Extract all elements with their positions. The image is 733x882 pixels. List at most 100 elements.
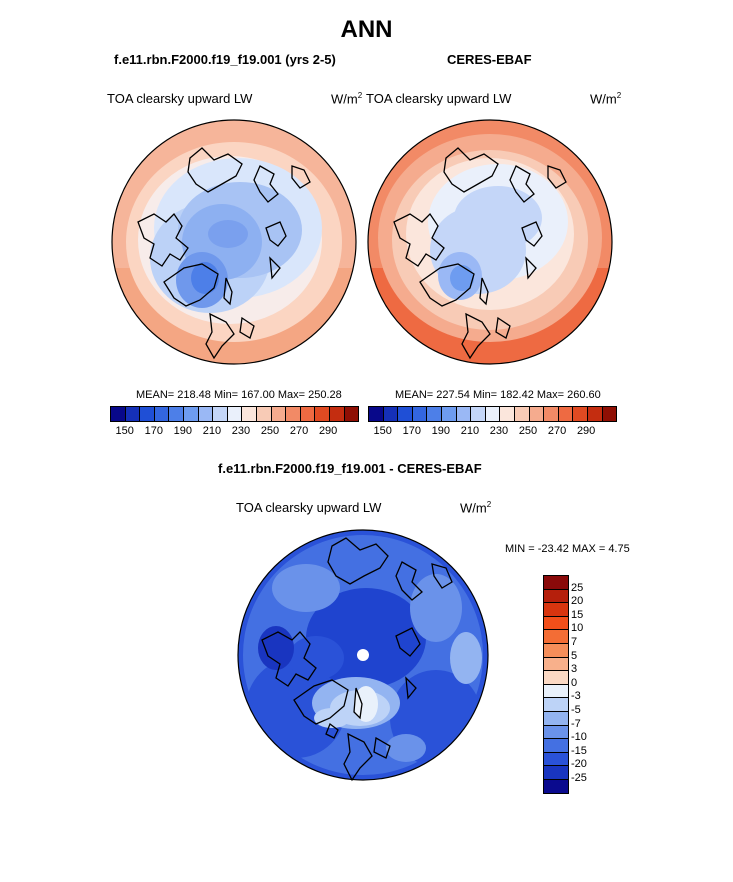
colorbar-tick-label: 290 bbox=[576, 425, 596, 437]
colorbar-swatch bbox=[369, 407, 384, 421]
colorbar-tick-label: -3 bbox=[571, 690, 581, 703]
colorbar-swatch bbox=[256, 407, 272, 421]
diff-colorbar bbox=[543, 575, 569, 794]
colorbar-swatch bbox=[441, 407, 457, 421]
colorbar-swatch bbox=[140, 407, 155, 421]
colorbar-swatch bbox=[329, 407, 345, 421]
colorbar-swatch bbox=[558, 407, 574, 421]
diff-minmax: MIN = -23.42 MAX = 4.75 bbox=[505, 543, 630, 555]
colorbar-tick-label: 250 bbox=[260, 425, 280, 437]
colorbar-swatch bbox=[544, 657, 568, 672]
colorbar-swatch bbox=[154, 407, 170, 421]
colorbar-swatch bbox=[544, 589, 568, 604]
colorbar-tick-label: 150 bbox=[115, 425, 134, 437]
colorbar-tick-label: -5 bbox=[571, 704, 581, 716]
colorbar-swatch bbox=[242, 407, 257, 421]
colorbar-swatch bbox=[602, 407, 617, 421]
colorbar-swatch bbox=[544, 725, 568, 740]
colorbar-tick-label: 190 bbox=[173, 425, 192, 437]
colorbar-swatch bbox=[286, 407, 301, 421]
diff-variable-label: TOA clearsky upward LW bbox=[236, 500, 382, 515]
colorbar-swatch bbox=[500, 407, 515, 421]
colorbar-swatch bbox=[544, 711, 568, 726]
colorbar-swatch bbox=[471, 407, 486, 421]
colorbar-swatch bbox=[412, 407, 428, 421]
colorbar-swatch bbox=[587, 407, 603, 421]
colorbar-tick-label: 290 bbox=[318, 425, 338, 437]
colorbar-tick-label: 250 bbox=[518, 425, 538, 437]
left-stats: MEAN= 218.48 Min= 167.00 Max= 250.28 bbox=[136, 389, 342, 401]
colorbar-tick-label: 210 bbox=[460, 425, 480, 437]
diff-case-title: f.e11.rbn.F2000.f19_f19.001 - CERES-EBAF bbox=[218, 461, 482, 476]
colorbar-tick-label: 270 bbox=[289, 425, 309, 437]
colorbar-swatch bbox=[183, 407, 199, 421]
colorbar-tick-label: 270 bbox=[547, 425, 567, 437]
colorbar-swatch bbox=[544, 698, 568, 712]
colorbar-tick-label: 20 bbox=[571, 595, 584, 608]
colorbar-swatch bbox=[544, 671, 568, 685]
diff-units-label: W/m2 bbox=[460, 500, 492, 516]
colorbar-tick-label: 210 bbox=[202, 425, 222, 437]
colorbar-swatch bbox=[344, 407, 359, 421]
colorbar-tick-label: 3 bbox=[571, 663, 578, 676]
colorbar-swatch bbox=[456, 407, 472, 421]
colorbar-swatch bbox=[544, 779, 568, 793]
colorbar-tick-label: 170 bbox=[144, 425, 163, 437]
left-colorbar bbox=[110, 406, 359, 422]
colorbar-swatch bbox=[514, 407, 530, 421]
colorbar-swatch bbox=[398, 407, 413, 421]
colorbar-tick-label: 15 bbox=[571, 608, 584, 621]
colorbar-swatch bbox=[544, 752, 568, 767]
colorbar-swatch bbox=[544, 643, 568, 658]
right-polar-map bbox=[367, 119, 613, 365]
colorbar-tick-label: 25 bbox=[571, 581, 584, 594]
colorbar-swatch bbox=[125, 407, 141, 421]
colorbar-swatch bbox=[227, 407, 243, 421]
colorbar-swatch bbox=[544, 766, 568, 780]
colorbar-swatch bbox=[383, 407, 399, 421]
colorbar-tick-label: -15 bbox=[571, 744, 587, 757]
left-units-label: W/m2 bbox=[331, 91, 363, 107]
diff-polar-map bbox=[237, 529, 489, 782]
right-units-label: W/m2 bbox=[590, 91, 622, 107]
right-stats: MEAN= 227.54 Min= 182.42 Max= 260.60 bbox=[395, 389, 601, 401]
colorbar-tick-label: -25 bbox=[571, 772, 587, 784]
colorbar-tick-label: -10 bbox=[571, 731, 587, 744]
colorbar-swatch bbox=[198, 407, 214, 421]
colorbar-swatch bbox=[544, 684, 568, 699]
colorbar-swatch bbox=[169, 407, 184, 421]
left-variable-label: TOA clearsky upward LW bbox=[107, 91, 253, 106]
colorbar-tick-label: -20 bbox=[571, 758, 587, 771]
right-case-title: CERES-EBAF bbox=[447, 52, 532, 67]
colorbar-swatch bbox=[315, 407, 330, 421]
colorbar-tick-label: -7 bbox=[571, 717, 581, 730]
colorbar-swatch bbox=[271, 407, 287, 421]
colorbar-tick-label: 0 bbox=[571, 676, 578, 689]
colorbar-swatch bbox=[544, 407, 559, 421]
colorbar-swatch bbox=[573, 407, 588, 421]
colorbar-swatch bbox=[427, 407, 442, 421]
left-polar-map bbox=[111, 119, 357, 365]
colorbar-tick-label: 170 bbox=[402, 425, 421, 437]
left-case-title: f.e11.rbn.F2000.f19_f19.001 (yrs 2-5) bbox=[114, 52, 336, 67]
colorbar-swatch bbox=[544, 739, 568, 753]
colorbar-tick-label: 150 bbox=[373, 425, 392, 437]
colorbar-swatch bbox=[213, 407, 228, 421]
right-colorbar bbox=[368, 406, 617, 422]
right-variable-label: TOA clearsky upward LW bbox=[366, 91, 512, 106]
page-title: ANN bbox=[340, 16, 393, 43]
colorbar-swatch bbox=[544, 630, 568, 644]
colorbar-swatch bbox=[544, 616, 568, 631]
colorbar-swatch bbox=[300, 407, 316, 421]
colorbar-swatch bbox=[544, 576, 568, 590]
colorbar-swatch bbox=[485, 407, 501, 421]
colorbar-swatch bbox=[111, 407, 126, 421]
colorbar-tick-label: 230 bbox=[489, 425, 509, 437]
colorbar-tick-label: 5 bbox=[571, 649, 578, 662]
colorbar-swatch bbox=[544, 603, 568, 617]
colorbar-tick-label: 230 bbox=[231, 425, 251, 437]
colorbar-tick-label: 10 bbox=[571, 622, 584, 635]
colorbar-swatch bbox=[529, 407, 545, 421]
colorbar-tick-label: 7 bbox=[571, 636, 578, 648]
colorbar-tick-label: 190 bbox=[431, 425, 450, 437]
